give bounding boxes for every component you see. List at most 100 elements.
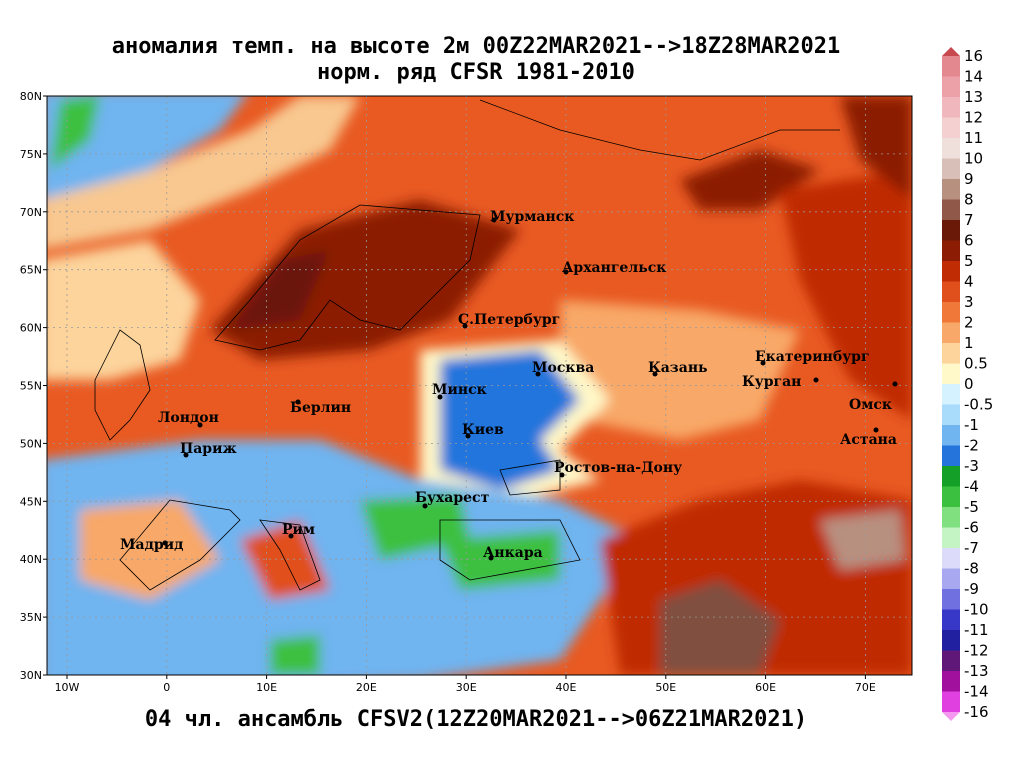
title-line: аномалия темп. на высоте 2м 00Z22MAR2021… — [112, 34, 840, 59]
colorbar-label: -14 — [964, 683, 989, 701]
colorbar-label: -7 — [964, 539, 979, 557]
city-dot — [288, 533, 294, 539]
colorbar-segment — [942, 240, 960, 261]
anomaly-field — [47, 96, 912, 675]
colorbar-segment — [942, 199, 960, 220]
city-label: Курган — [742, 374, 801, 390]
city-label: Астана — [840, 432, 897, 448]
lat-tick-label: 65N — [20, 264, 42, 277]
city-label: Берлин — [290, 400, 351, 416]
colorbar-label: -2 — [964, 437, 979, 455]
title-line: норм. ряд CFSR 1981-2010 — [317, 60, 635, 85]
colorbar-label: -0.5 — [964, 396, 993, 414]
colorbar-label: 1 — [964, 334, 974, 352]
colorbar-label: 0 — [964, 375, 974, 393]
colorbar-segment — [942, 548, 960, 569]
colorbar-label: -3 — [964, 457, 979, 475]
colorbar-label: -9 — [964, 580, 979, 598]
colorbar-label: 3 — [964, 293, 974, 311]
colorbar-segment — [942, 650, 960, 671]
colorbar-label: 0.5 — [964, 355, 988, 373]
colorbar-label: 6 — [964, 232, 974, 250]
lat-tick-label: 55N — [20, 380, 42, 393]
colorbar-label: 9 — [964, 170, 974, 188]
colorbar-segment — [942, 117, 960, 138]
colorbar-segment — [942, 568, 960, 589]
colorbar-segment — [942, 671, 960, 692]
city-label: Казань — [648, 360, 708, 376]
colorbar-label: -4 — [964, 478, 979, 496]
city-label: Екатеринбург — [755, 349, 870, 365]
colorbar-segment — [942, 281, 960, 302]
city-label: Париж — [180, 441, 237, 457]
city-dot — [760, 360, 766, 366]
colorbar-label: -12 — [964, 642, 989, 660]
city-dot — [488, 555, 494, 561]
lat-tick-label: 30N — [20, 669, 42, 682]
colorbar-segment — [942, 138, 960, 159]
colorbar-segment — [942, 261, 960, 282]
colorbar-segment — [942, 466, 960, 487]
colorbar-label: 4 — [964, 273, 974, 291]
colorbar-label: -1 — [964, 416, 979, 434]
lon-tick-label: 20E — [356, 681, 377, 694]
lon-tick-label: 40E — [556, 681, 577, 694]
city-label: Ростов-на-Дону — [554, 460, 682, 476]
city-dot — [563, 269, 569, 275]
colorbar-label: -16 — [964, 703, 989, 721]
lon-tick-label: 60E — [755, 681, 776, 694]
city-label: Москва — [532, 360, 594, 376]
city-label: Мурманск — [490, 209, 574, 225]
city-label: Минск — [432, 382, 487, 398]
colorbar-label: 14 — [964, 68, 983, 86]
colorbar-label: -8 — [964, 560, 979, 578]
colorbar-label: 2 — [964, 314, 974, 332]
colorbar-segment — [942, 56, 960, 77]
city-label: Анкара — [483, 545, 543, 561]
city-label: Мадрид — [120, 537, 183, 553]
colorbar-segment — [942, 343, 960, 364]
lon-tick-label: 10W — [55, 681, 80, 694]
lat-tick-label: 35N — [20, 611, 42, 624]
city-dot — [422, 503, 428, 509]
colorbar-label: 10 — [964, 150, 983, 168]
colorbar-segment — [942, 384, 960, 405]
city-dot — [437, 394, 443, 400]
lat-tick-label: 60N — [20, 322, 42, 335]
lat-tick-label: 75N — [20, 148, 42, 161]
colorbar-segment — [942, 302, 960, 323]
colorbar-segment — [942, 179, 960, 200]
colorbar-segment — [942, 507, 960, 528]
city-dot — [465, 433, 471, 439]
colorbar-label: 12 — [964, 109, 983, 127]
city-dot — [873, 427, 879, 433]
colorbar-label: 8 — [964, 191, 974, 209]
colorbar-segment — [942, 158, 960, 179]
lat-tick-label: 70N — [20, 206, 42, 219]
colorbar-segment — [942, 609, 960, 630]
city-dot — [652, 371, 658, 377]
city-dot — [559, 472, 565, 478]
city-label: Архангельск — [562, 260, 666, 276]
colorbar-label: 13 — [964, 88, 983, 106]
colorbar-segment — [942, 527, 960, 548]
lat-tick-label: 80N — [20, 90, 42, 103]
colorbar-segment — [942, 76, 960, 97]
colorbar-label: 5 — [964, 252, 974, 270]
colorbar-segment — [942, 363, 960, 384]
colorbar-segment — [942, 445, 960, 466]
lon-tick-label: 0 — [163, 681, 170, 694]
colorbar-label: -10 — [964, 601, 989, 619]
colorbar-cap — [942, 47, 960, 56]
city-label: Рим — [282, 522, 315, 538]
colorbar-segment — [942, 589, 960, 610]
city-dot — [197, 422, 203, 428]
colorbar-cap — [942, 712, 960, 721]
colorbar-segment — [942, 630, 960, 651]
city-label: Бухарест — [415, 490, 490, 506]
colorbar-segment — [942, 486, 960, 507]
city-dot — [295, 399, 301, 405]
colorbar-label: 7 — [964, 211, 974, 229]
colorbar-segment — [942, 322, 960, 343]
